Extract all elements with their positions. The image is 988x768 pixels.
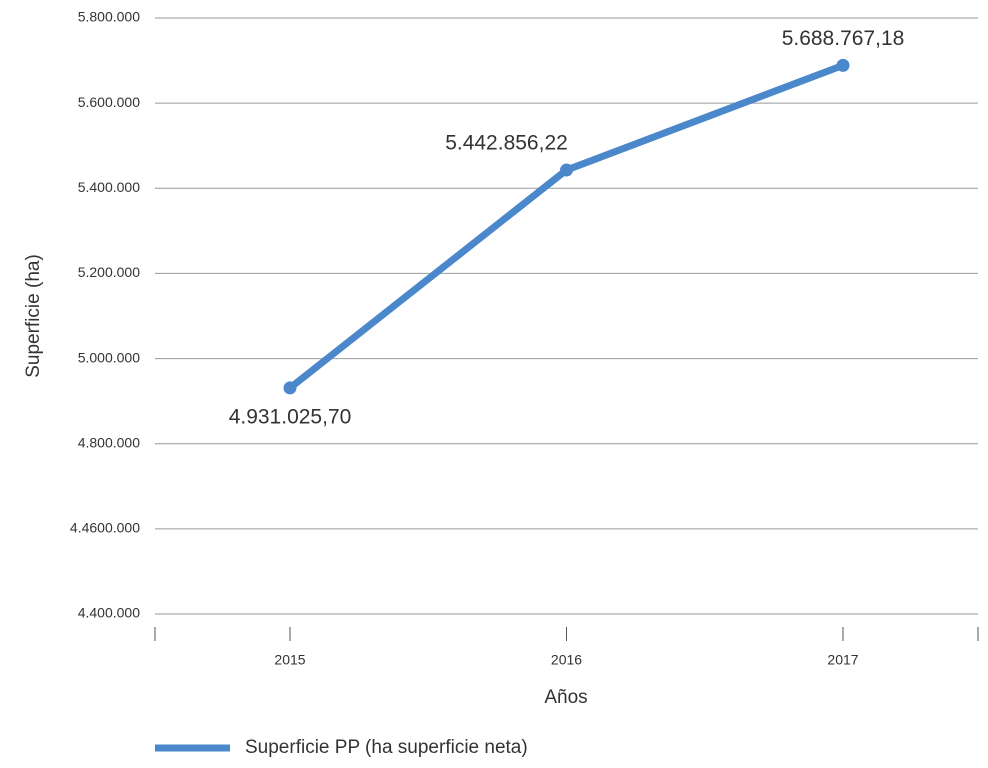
legend-label: Superficie PP (ha superficie neta): [245, 737, 528, 758]
data-label: 5.688.767,18: [782, 27, 905, 50]
y-tick-label: 4.400.000: [78, 605, 140, 621]
point: [836, 58, 850, 72]
y-tick-label: 5.400.000: [78, 179, 140, 195]
y-tick-label: 4.800.000: [78, 434, 140, 450]
x-tick-label: 2015: [274, 652, 305, 668]
x-tick-label: 2016: [551, 652, 582, 668]
y-tick-label: 5.000.000: [78, 349, 140, 365]
x-tick-label: 2017: [827, 652, 858, 668]
y-tick-label: 5.200.000: [78, 264, 140, 280]
series-line: [287, 62, 845, 391]
data-label: 4.931.025,70: [229, 405, 352, 428]
y-tick-label: 5.800.000: [78, 9, 140, 25]
y-tick-label: 4.4600.000: [70, 520, 140, 536]
y-axis-title: Superficie (ha): [23, 254, 44, 378]
point: [560, 163, 573, 177]
x-axis-title: Años: [544, 687, 587, 708]
y-tick-label: 5.600.000: [78, 94, 140, 110]
point: [283, 381, 297, 395]
data-label: 5.442.856,22: [445, 132, 568, 155]
